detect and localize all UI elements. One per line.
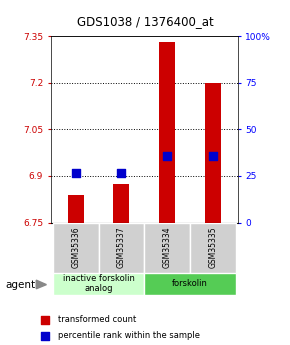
Point — [43, 317, 47, 323]
Text: agent: agent — [6, 280, 36, 289]
Point — [119, 170, 124, 176]
Point — [74, 170, 78, 176]
Point — [210, 153, 215, 159]
Text: percentile rank within the sample: percentile rank within the sample — [58, 331, 200, 340]
Bar — [205, 83, 221, 223]
Bar — [190, 223, 235, 273]
Text: forskolin: forskolin — [172, 279, 208, 288]
Bar — [99, 223, 144, 273]
Bar — [113, 184, 129, 223]
Point — [165, 153, 169, 159]
Bar — [53, 223, 99, 273]
Polygon shape — [36, 280, 46, 289]
Text: GSM35334: GSM35334 — [163, 227, 172, 268]
Bar — [144, 273, 235, 295]
Text: transformed count: transformed count — [58, 315, 136, 325]
Text: GDS1038 / 1376400_at: GDS1038 / 1376400_at — [77, 16, 213, 29]
Bar — [53, 273, 144, 295]
Bar — [159, 42, 175, 223]
Text: GSM35336: GSM35336 — [71, 227, 80, 268]
Text: inactive forskolin
analog: inactive forskolin analog — [63, 274, 135, 294]
Text: GSM35335: GSM35335 — [208, 227, 217, 268]
Bar — [144, 223, 190, 273]
Point — [43, 333, 47, 338]
Bar — [68, 195, 84, 223]
Text: GSM35337: GSM35337 — [117, 227, 126, 268]
